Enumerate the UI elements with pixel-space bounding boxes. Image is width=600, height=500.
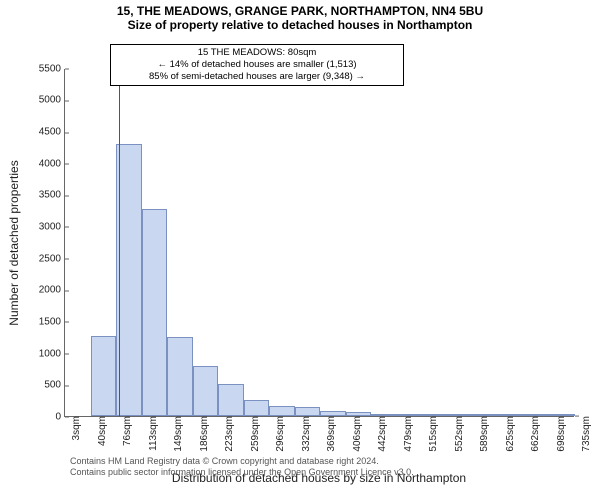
x-tick-label: 149sqm [167,416,184,452]
y-axis-label: Number of detached properties [7,160,21,325]
x-tick-label: 40sqm [91,416,108,446]
y-tick-label: 5000 [39,95,65,106]
y-tick-label: 3000 [39,221,65,232]
x-tick-label: 662sqm [524,416,541,452]
histogram-bar [244,400,270,416]
y-tick-label: 1500 [39,316,65,327]
x-tick-label: 698sqm [550,416,567,452]
x-tick-label: 76sqm [116,416,133,446]
x-tick-label: 442sqm [371,416,388,452]
histogram-bar [448,414,474,416]
annotation-line-property: 15 THE MEADOWS: 80sqm [117,47,397,59]
annotation-box: 15 THE MEADOWS: 80sqm ← 14% of detached … [110,44,404,86]
histogram-bar [218,384,244,416]
y-tick-label: 4500 [39,127,65,138]
x-tick-label: 369sqm [320,416,337,452]
y-tick-label: 0 [55,411,65,422]
histogram-bar [295,407,321,416]
figure: 15, THE MEADOWS, GRANGE PARK, NORTHAMPTO… [0,0,600,500]
y-tick-label: 4000 [39,158,65,169]
y-tick-label: 3500 [39,190,65,201]
histogram-bar [371,414,397,416]
histogram-bar [524,414,550,416]
histogram-bar [422,414,448,416]
histogram-bar [91,336,117,416]
y-tick-label: 5500 [39,63,65,74]
histogram-bar [116,144,142,416]
x-tick-label: 113sqm [142,416,159,451]
histogram-bar [142,209,168,416]
x-tick-label: 406sqm [346,416,363,452]
y-tick-label: 2500 [39,253,65,264]
x-tick-label: 625sqm [499,416,516,452]
histogram-bar [320,411,346,416]
y-tick-label: 1000 [39,348,65,359]
x-tick-label: 552sqm [448,416,465,452]
x-tick-label: 589sqm [473,416,490,452]
histogram-bar [346,412,372,416]
histogram-bar [397,414,423,416]
x-tick-label: 259sqm [244,416,261,452]
x-tick-label: 332sqm [295,416,312,452]
footer-attribution: Contains HM Land Registry data © Crown c… [70,456,414,478]
histogram-bar [269,406,295,415]
plot-region: 0500100015002000250030003500400045005000… [64,69,574,417]
histogram-bar [473,414,499,416]
footer-line-1: Contains HM Land Registry data © Crown c… [70,456,414,467]
histogram-bar [167,337,193,416]
annotation-line-smaller: ← 14% of detached houses are smaller (1,… [117,59,397,71]
footer-line-2: Contains public sector information licen… [70,467,414,478]
histogram-bar [193,366,219,416]
property-marker-line [119,69,120,416]
x-tick-label: 735sqm [575,416,592,452]
x-tick-label: 296sqm [269,416,286,452]
x-tick-label: 186sqm [193,416,210,452]
histogram-bar [499,414,525,416]
y-tick-label: 2000 [39,285,65,296]
histogram-bar [550,414,576,416]
title-address: 15, THE MEADOWS, GRANGE PARK, NORTHAMPTO… [0,0,600,18]
x-tick-label: 223sqm [218,416,235,452]
x-tick-label: 479sqm [397,416,414,452]
y-tick-label: 500 [44,380,65,391]
x-tick-label: 3sqm [65,416,82,440]
title-subtitle: Size of property relative to detached ho… [0,18,600,32]
x-tick-label: 515sqm [422,416,439,452]
annotation-line-larger: 85% of semi-detached houses are larger (… [117,71,397,83]
